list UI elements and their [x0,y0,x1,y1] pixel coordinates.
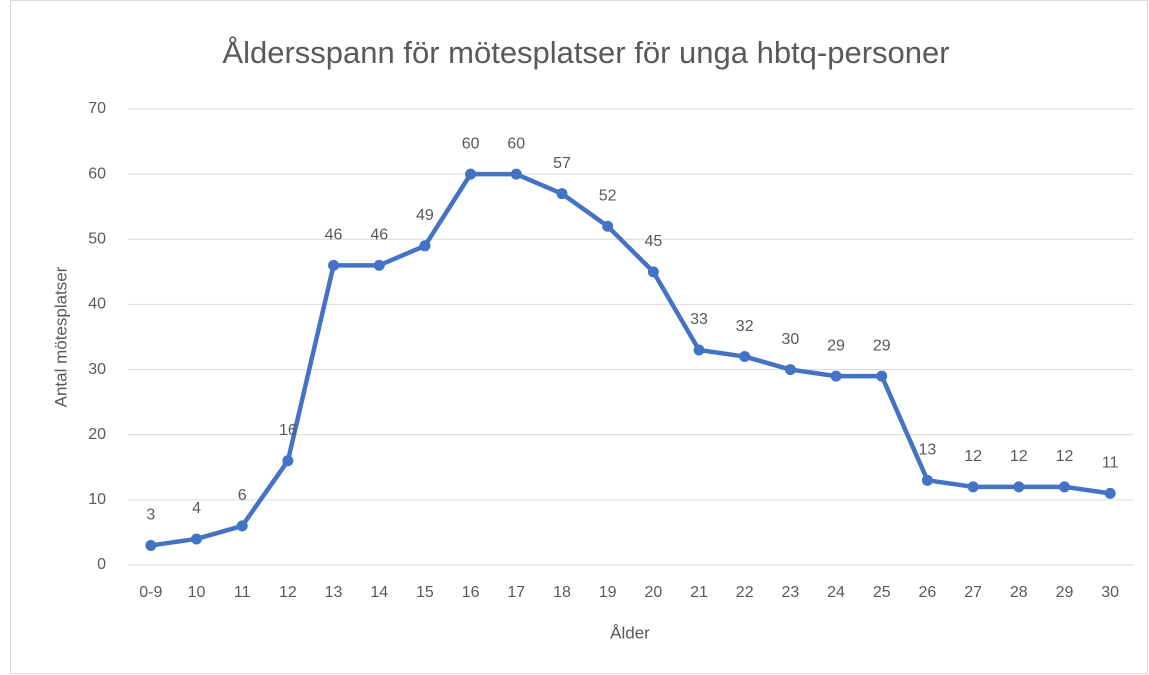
data-point [191,533,203,545]
data-point [465,168,477,180]
x-tick-label: 20 [644,584,662,601]
data-point [693,344,705,356]
x-tick-label: 27 [964,584,982,601]
data-label: 11 [1102,455,1119,472]
data-label: 6 [238,487,247,504]
data-label: 60 [462,135,480,152]
x-tick-label: 14 [370,584,388,601]
x-tick-label: 21 [690,584,708,601]
y-tick-label: 30 [88,361,106,378]
data-label: 29 [873,337,891,354]
x-tick-label: 28 [1010,584,1028,601]
x-tick-label: 11 [234,584,251,601]
data-point [876,370,888,382]
data-label: 13 [919,442,937,459]
data-label: 45 [644,233,662,250]
data-point [647,266,659,278]
x-tick-label: 17 [507,584,525,601]
data-label: 49 [416,207,434,224]
y-tick-label: 60 [88,165,106,182]
data-label: 33 [690,311,708,328]
data-point [419,240,431,252]
data-point [510,168,522,180]
x-tick-label: 15 [416,584,434,601]
data-point [784,364,796,376]
data-label: 12 [1010,448,1028,465]
y-tick-label: 70 [88,100,106,117]
data-point [967,481,979,493]
data-label: 57 [553,155,571,172]
x-tick-label: 0-9 [139,584,162,601]
data-point [373,259,385,271]
data-point [556,188,568,200]
data-point [282,455,294,467]
data-label: 32 [736,318,754,335]
data-label: 12 [1056,448,1074,465]
data-line [150,171,1111,548]
x-axis-label: Ålder [610,623,650,642]
y-tick-label: 40 [88,296,106,313]
x-tick-label: 13 [325,584,343,601]
x-tick-label: 19 [599,584,617,601]
x-tick-label: 24 [827,584,845,601]
x-tick-label: 10 [188,584,206,601]
data-point [328,259,340,271]
y-axis-label: Antal mötesplatser [51,266,70,407]
data-label: 60 [507,135,525,152]
data-label: 3 [146,507,155,524]
data-label: 16 [279,422,297,439]
x-tick-label: 25 [873,584,891,601]
data-point [1013,481,1025,493]
x-tick-label: 22 [736,584,754,601]
data-point [1058,481,1070,493]
chart-title: Åldersspann för mötesplatser för unga hb… [222,35,949,70]
x-tick-label: 16 [462,584,480,601]
data-point [236,520,248,532]
data-point [1104,487,1116,499]
data-point [739,351,751,363]
y-tick-label: 20 [88,426,106,443]
data-label: 12 [964,448,982,465]
x-tick-label: 18 [553,584,571,601]
x-tick-label: 30 [1101,584,1119,601]
data-point [921,474,933,486]
data-label: 46 [370,227,388,244]
y-tick-label: 0 [97,556,106,573]
x-tick-label: 23 [781,584,799,601]
data-label: 30 [781,331,799,348]
y-tick-label: 50 [88,231,106,248]
x-tick-label: 29 [1056,584,1074,601]
y-tick-label: 10 [88,491,106,508]
data-label: 52 [599,187,617,204]
data-label: 46 [325,227,343,244]
data-point [145,539,157,551]
x-tick-label: 12 [279,584,297,601]
x-tick-label: 26 [919,584,937,601]
chart-frame [10,0,1148,674]
data-point [830,370,842,382]
data-point [602,220,614,232]
data-label: 29 [827,337,845,354]
data-label: 4 [192,500,201,517]
